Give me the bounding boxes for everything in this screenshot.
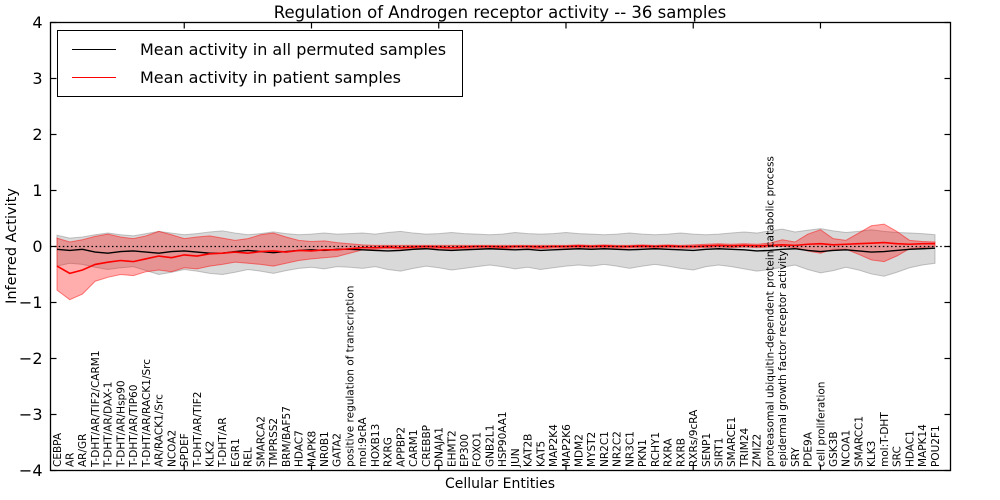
x-tick-label: SENP1	[701, 433, 713, 467]
y-tick-label: 1	[32, 181, 42, 200]
y-tick-label: 3	[32, 69, 42, 88]
x-tick-label: MAPK14	[917, 424, 929, 467]
y-tick-label: −4	[19, 461, 43, 480]
x-tick-label: NR3C1	[624, 431, 636, 467]
x-tick-label: AR	[65, 453, 77, 467]
x-tick-label: NR0B1	[319, 431, 331, 467]
x-tick-label: CEBPA	[52, 432, 64, 467]
x-tick-label: HDAC1	[904, 430, 916, 467]
x-tick-label: JUN	[510, 448, 522, 468]
x-tick-label: APPBP2	[395, 427, 407, 467]
patient-band	[56, 223, 936, 301]
x-tick-label: GATA2	[332, 433, 344, 467]
x-tick-label: HOXB13	[370, 424, 382, 467]
x-tick-label: T-DHT/AR/Hsp90	[115, 380, 127, 468]
y-tick-label: 2	[32, 125, 42, 144]
x-tick-label: MDM2	[574, 434, 586, 467]
x-tick-label: CREBBP	[421, 425, 433, 467]
x-tick-label: MAPK8	[306, 431, 318, 467]
x-tick-label: BRM/BAF57	[281, 406, 293, 467]
x-tick-label: PKN1	[637, 439, 649, 467]
x-tick-label: EP300	[459, 434, 471, 467]
x-tick-label: NCOA2	[166, 430, 178, 467]
x-tick-label: TMPRSS2	[268, 418, 280, 468]
x-tick-label: T-DHT/AR	[217, 417, 229, 468]
x-tick-label: MYST2	[586, 432, 598, 467]
x-tick-label: SPDEF	[179, 433, 191, 467]
x-tick-label: KAT2B	[523, 434, 535, 467]
x-tick-label: EHMT2	[446, 430, 458, 467]
x-tick-label: PDE9A	[803, 431, 815, 467]
x-tick-label: AR/RACK1/Src	[154, 394, 166, 467]
x-tick-label: POU2F1	[930, 425, 942, 467]
legend-entry-patient: Mean activity in patient samples	[72, 68, 446, 87]
x-tick-label: KLK2	[204, 441, 216, 467]
x-tick-label: EGR1	[230, 438, 242, 467]
x-tick-label: GNB2L1	[484, 425, 496, 467]
x-tick-label: SMARCA2	[255, 416, 267, 467]
x-tick-label: KAT5	[535, 441, 547, 467]
x-tick-label: DNAJA1	[434, 427, 446, 467]
permuted-line-sample-icon	[72, 49, 116, 50]
x-tick-label: SMARCE1	[726, 417, 738, 467]
x-tick-label: epidermal growth factor receptor activit…	[777, 250, 789, 467]
x-tick-label: NR2C1	[599, 431, 611, 467]
x-tick-label: SRC	[892, 446, 904, 467]
x-tick-label: RXRG	[383, 437, 395, 467]
x-tick-label: MAP2K6	[561, 424, 573, 467]
x-tick-label: SMARCC1	[853, 416, 865, 467]
x-tick-label: RXRA	[663, 438, 675, 467]
x-tick-label: HSP90AA1	[497, 411, 509, 467]
x-tick-label: SIRT1	[713, 438, 725, 467]
chart-title: Regulation of Androgen receptor activity…	[273, 3, 727, 22]
y-tick-label: −1	[19, 293, 43, 312]
permuted-mean-line	[56, 247, 936, 254]
patient-mean-line	[56, 241, 935, 275]
legend: Mean activity in all permuted samples Me…	[57, 30, 464, 97]
patient-line-sample-icon	[72, 77, 116, 78]
x-tick-label: CARM1	[408, 429, 420, 467]
x-tick-label: proteasomal ubiquitin-dependent protein …	[764, 156, 776, 467]
permuted-band	[56, 228, 936, 277]
x-tick-label: KLK3	[866, 441, 878, 467]
x-tick-label: mol:9cRA	[357, 417, 369, 467]
x-tick-label: MAP2K4	[548, 424, 560, 467]
legend-label-permuted: Mean activity in all permuted samples	[140, 40, 447, 59]
x-tick-label: RXRB	[675, 438, 687, 467]
y-axis-label: Inferred Activity	[4, 188, 20, 304]
x-tick-label: SRY	[790, 447, 802, 467]
y-tick-label: −2	[19, 349, 43, 368]
y-tick-label: −3	[19, 405, 43, 424]
x-tick-label: AR/GR	[77, 434, 89, 467]
x-tick-label: RCHY1	[650, 432, 662, 467]
x-tick-label: REL	[243, 447, 255, 467]
x-tick-label: T-DHT/AR/DAX-1	[103, 382, 115, 468]
x-tick-label: mol:T-DHT	[879, 412, 891, 467]
y-tick-label: 0	[32, 237, 42, 256]
x-tick-label: HDAC7	[294, 430, 306, 467]
x-tick-label: T-DHT/AR/TIF2	[192, 392, 204, 468]
x-tick-label: T-DHT/AR/TIP60	[128, 385, 140, 468]
x-tick-label: T-DHT/AR/RACK1/Src	[141, 359, 153, 468]
x-tick-label: NCOA1	[841, 430, 853, 467]
y-tick-label: 4	[32, 13, 42, 32]
x-tick-label: NR2C2	[612, 431, 624, 467]
x-tick-label: GSK3B	[828, 431, 840, 467]
x-tick-label: positive regulation of transcription	[344, 286, 356, 467]
x-tick-label: TRIM24	[739, 427, 751, 468]
x-tick-label: RXRs/9cRA	[688, 409, 700, 467]
legend-label-patient: Mean activity in patient samples	[140, 68, 401, 87]
x-tick-label: cell proliferation	[815, 382, 827, 467]
x-tick-label: T-DHT/AR/TIF2/CARM1	[90, 350, 102, 468]
x-tick-label: FOXO1	[472, 432, 484, 467]
x-axis-label: Cellular Entities	[444, 476, 556, 492]
legend-entry-permuted: Mean activity in all permuted samples	[72, 40, 446, 59]
x-tick-label: ZMIZ2	[752, 434, 764, 467]
